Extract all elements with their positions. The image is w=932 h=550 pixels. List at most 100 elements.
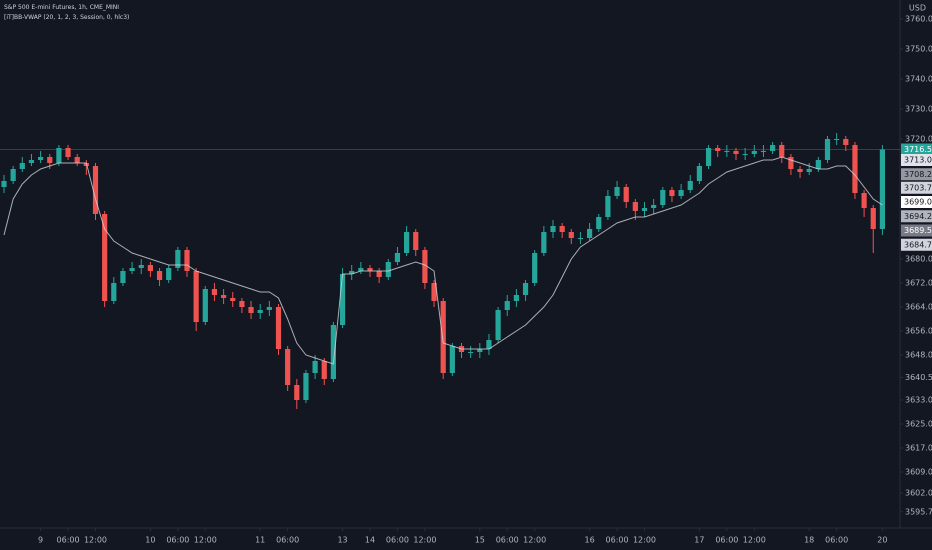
y-tick-label: 3633.00 xyxy=(905,396,932,405)
candle-body xyxy=(678,190,684,196)
y-tick-label: 3740.00 xyxy=(905,75,932,84)
candle-body xyxy=(742,154,748,155)
y-tick-label: 3625.00 xyxy=(905,420,932,429)
candle-body xyxy=(468,352,474,353)
candle-body xyxy=(504,301,510,310)
candle-body xyxy=(367,268,373,271)
price-tag-label: 3699.00 xyxy=(904,198,932,207)
y-tick-label: 3648.00 xyxy=(905,351,932,360)
x-tick-label: 10 xyxy=(145,536,155,545)
candle-body xyxy=(404,232,410,253)
y-tick-label: 3640.50 xyxy=(905,373,932,382)
indicator-label: [iT]BB-VWAP (20, 1, 2, 3, Session, 0, hl… xyxy=(4,14,129,21)
candle-body xyxy=(541,232,547,253)
candle-body xyxy=(751,151,757,154)
x-tick-label: 12:00 xyxy=(413,536,436,545)
candle-body xyxy=(193,271,199,322)
price-tag xyxy=(901,238,932,251)
x-tick-label: 06:00 xyxy=(606,536,629,545)
candle-body xyxy=(147,265,153,271)
candle-body xyxy=(275,307,282,349)
candle-body xyxy=(660,190,666,205)
candle-body xyxy=(202,289,208,322)
candle-body xyxy=(715,148,721,151)
x-tick-label: 12:00 xyxy=(84,536,107,545)
candle-body xyxy=(248,307,254,313)
candle-body xyxy=(852,145,858,193)
x-tick-label: 11 xyxy=(255,536,265,545)
y-tick-label: 3672.00 xyxy=(905,279,932,288)
candle-body xyxy=(184,250,190,271)
x-tick-label: 06:00 xyxy=(57,536,80,545)
candle-body xyxy=(614,187,620,196)
candle-body xyxy=(861,193,867,208)
candle-body xyxy=(495,310,501,340)
candle-body xyxy=(175,250,181,268)
candle-body xyxy=(532,253,538,283)
candle-body xyxy=(824,139,831,160)
candle-body xyxy=(358,268,364,271)
y-tick-label: 3760.00 xyxy=(905,15,932,24)
candle-body xyxy=(303,373,309,400)
x-tick-label: 12:00 xyxy=(523,536,546,545)
x-tick-label: 16 xyxy=(585,536,595,545)
x-tick-label: 06:00 xyxy=(825,536,848,545)
candle-body xyxy=(257,310,263,313)
candle-body xyxy=(522,283,529,295)
price-tag xyxy=(901,196,932,208)
y-tick-label: 3602.00 xyxy=(905,489,932,498)
price-tag-label: 3703.75 xyxy=(904,183,932,192)
candle-body xyxy=(120,271,126,283)
x-tick-label: 18 xyxy=(804,536,814,545)
vwap-line xyxy=(3,156,883,365)
x-tick-label: 06:00 xyxy=(276,536,299,545)
price-tag-label: 3689.50 xyxy=(904,226,932,235)
candle-body xyxy=(19,163,25,169)
candle-body xyxy=(870,208,876,229)
candle-body xyxy=(239,301,245,307)
candle-body xyxy=(431,283,437,301)
x-tick-label: 14 xyxy=(365,536,375,545)
candle-body xyxy=(385,262,391,277)
candle-body xyxy=(477,349,483,352)
chart-title: S&P 500 E-mini Futures, 1h, CME_MINI xyxy=(4,4,119,11)
candle-body xyxy=(568,232,574,238)
candle-body xyxy=(843,139,849,145)
candle-body xyxy=(330,325,336,379)
candle-body xyxy=(605,196,611,217)
candle-body xyxy=(312,361,318,373)
price-tag-label: 3713.00 xyxy=(904,156,932,165)
candle-body xyxy=(166,268,172,280)
candle-body xyxy=(138,265,144,268)
candle-body xyxy=(422,250,428,283)
candle-body xyxy=(440,301,446,373)
candle-body xyxy=(550,226,556,232)
y-tick-label: 3609.00 xyxy=(905,468,932,477)
x-tick-label: 20 xyxy=(877,536,887,545)
x-tick-label: 06:00 xyxy=(715,536,738,545)
candle-body xyxy=(449,346,455,373)
candle-body xyxy=(47,157,53,163)
candle-body xyxy=(221,295,227,298)
price-tag xyxy=(901,224,932,237)
price-tag xyxy=(901,181,932,194)
y-tick-label: 3617.00 xyxy=(905,444,932,453)
candle-body xyxy=(285,349,291,385)
candle-body xyxy=(92,166,99,214)
candle-body xyxy=(834,139,840,140)
price-tag xyxy=(901,210,932,223)
y-tick-label: 3595.75 xyxy=(905,507,932,516)
candle-body xyxy=(806,169,812,172)
candle-body xyxy=(815,160,821,169)
candle-body xyxy=(339,274,346,325)
y-tick-label: 3656.00 xyxy=(905,327,932,336)
y-tick-label: 3750.00 xyxy=(905,45,932,54)
candle-body xyxy=(349,271,355,274)
candle-body xyxy=(770,145,776,151)
candle-body xyxy=(1,181,7,187)
candle-body xyxy=(111,283,117,301)
candle-body xyxy=(65,148,71,157)
candle-body xyxy=(879,149,885,229)
candle-body xyxy=(705,148,712,166)
candle-body xyxy=(587,229,593,238)
